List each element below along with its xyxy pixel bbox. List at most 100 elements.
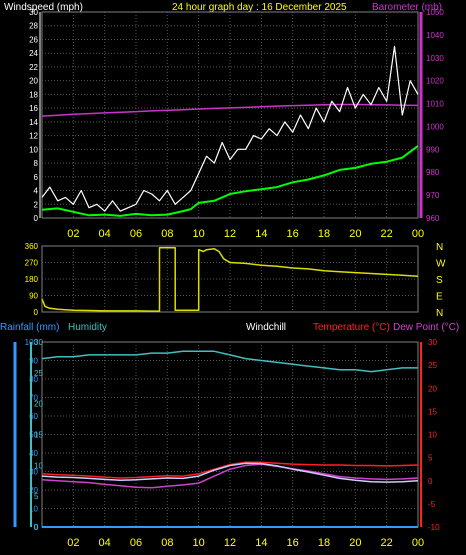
hours1-hour-06: 06: [130, 228, 142, 240]
hours3-hour-04: 04: [99, 537, 111, 549]
dir-axis-tick-2: 180: [25, 275, 39, 284]
wind-direction-line: [41, 247, 419, 312]
dir-axis-tick-0: 0: [34, 308, 39, 317]
rain-axis-tick-6: 60: [29, 412, 38, 421]
temp-axis-tick-1: -5: [428, 500, 436, 509]
rain-axis-tick-2: 20: [29, 486, 38, 495]
wind-axis-tick-3: 6: [34, 173, 39, 182]
baro-axis-tick-7: 1030: [426, 54, 444, 63]
rain-axis-tick-8: 80: [29, 375, 38, 384]
hum-axis-tick-4: 20: [34, 400, 43, 409]
hours3-hour-10: 10: [193, 537, 205, 549]
temp-axis-tick-2: 0: [428, 477, 433, 486]
hours1-hour-08: 08: [161, 228, 173, 240]
hours3-hour-18: 18: [318, 537, 330, 549]
hours3-hour-20: 20: [349, 537, 361, 549]
baro-axis-tick-0: 960: [426, 214, 440, 223]
wind-axis-tick-8: 16: [29, 104, 38, 113]
wind-axis-tick-5: 10: [29, 145, 38, 154]
hours1-hour-20: 20: [349, 228, 361, 240]
dir-axis-tick-4: 360: [25, 242, 39, 251]
wind-axis-tick-10: 20: [29, 77, 38, 86]
wind-axis-tick-6: 12: [29, 132, 38, 141]
humidity-line: [41, 350, 418, 373]
hum-axis-tick-1: 5: [34, 492, 39, 501]
compass-label-0: N: [436, 242, 443, 253]
barometer-line: [41, 103, 419, 117]
hours3-hour-00: 00: [412, 537, 424, 549]
rain-axis-tick-1: 10: [29, 505, 38, 514]
wind-axis-tick-9: 18: [29, 90, 38, 99]
x-hour-labels-bottom: 02 04 06 08 10 12 14 16 18 20 22 00: [67, 537, 424, 549]
temp-axis-tick-6: 20: [428, 384, 437, 393]
humidity-title: Humidity: [68, 322, 107, 333]
temp-axis-tick-4: 10: [428, 431, 437, 440]
hours3-hour-08: 08: [161, 537, 173, 549]
hours3-hour-14: 14: [255, 537, 267, 549]
rain-axis-tick-4: 40: [29, 449, 38, 458]
baro-axis-tick-4: 1000: [426, 122, 444, 131]
wind-axis-tick-14: 28: [29, 22, 38, 31]
windchill-title: Windchill: [246, 322, 286, 333]
baro-axis-tick-9: 1050: [426, 8, 444, 17]
wind-axis-tick-12: 24: [29, 49, 38, 58]
hum-axis-tick-6: 30: [34, 338, 43, 347]
baro-axis-tick-1: 970: [426, 191, 440, 200]
hum-axis-tick-5: 25: [34, 369, 43, 378]
rain-axis-tick-5: 50: [29, 431, 38, 440]
hours3-hour-22: 22: [381, 537, 393, 549]
hours1-hour-04: 04: [99, 228, 111, 240]
hours1-hour-02: 02: [67, 228, 79, 240]
hours1-hour-10: 10: [193, 228, 205, 240]
temp-axis-tick-8: 30: [428, 338, 437, 347]
wind-axis-tick-0: 0: [34, 214, 39, 223]
windspeed-title: Windspeed (mph): [4, 2, 83, 13]
temperature-title: Temperature (°C): [313, 322, 390, 333]
rain-axis-tick-9: 90: [29, 357, 38, 366]
compass-label-3: E: [436, 292, 443, 303]
wind-gust-line: [41, 45, 419, 212]
x-hour-labels-top: 02 04 06 08 10 12 14 16 18 20 22 00: [67, 228, 424, 240]
rainfall-title: Rainfall (mm): [0, 322, 59, 333]
compass-label-2: S: [436, 275, 443, 286]
rain-axis-tick-7: 70: [29, 394, 38, 403]
wind-axis-tick-13: 26: [29, 35, 38, 44]
hours1-hour-14: 14: [255, 228, 267, 240]
baro-axis-tick-8: 1040: [426, 31, 444, 40]
dir-axis-tick-1: 90: [29, 292, 38, 301]
series-layer: [41, 45, 419, 528]
wind-axis-tick-1: 2: [34, 200, 39, 209]
compass-label-1: W: [436, 259, 446, 270]
dewpoint-line: [41, 463, 419, 489]
hours3-hour-06: 06: [130, 537, 142, 549]
main-title: 24 hour graph day : 16 December 2025: [172, 2, 347, 13]
dir-axis-tick-3: 270: [25, 259, 39, 268]
baro-axis-tick-6: 1020: [426, 77, 444, 86]
rain-axis-tick-3: 30: [29, 468, 38, 477]
temperature-line: [41, 461, 419, 479]
hours1-hour-16: 16: [287, 228, 299, 240]
barometer-title: Barometer (mb): [372, 2, 442, 13]
axis-ticks: 0246810121416182022242628309609709809901…: [13, 8, 446, 532]
windchill-line: [41, 462, 419, 483]
hours1-hour-18: 18: [318, 228, 330, 240]
hours3-hour-02: 02: [67, 537, 79, 549]
grid-lines: [42, 12, 418, 527]
temp-axis-tick-7: 25: [428, 361, 437, 370]
temp-axis-tick-3: 5: [428, 454, 433, 463]
hum-axis-tick-3: 15: [34, 431, 43, 440]
hum-axis-tick-0: 0: [34, 523, 39, 532]
hours3-hour-12: 12: [224, 537, 236, 549]
temp-axis-tick-5: 15: [428, 407, 437, 416]
dewpoint-title: Dew Point (°C): [393, 322, 459, 333]
hours1-hour-12: 12: [224, 228, 236, 240]
compass-label-4: N: [436, 308, 443, 319]
hours1-hour-00: 00: [412, 228, 424, 240]
temp-axis-tick-0: -10: [428, 523, 440, 532]
wind-axis-tick-2: 4: [34, 187, 39, 196]
wind-axis-tick-11: 22: [29, 63, 38, 72]
hours1-hour-22: 22: [381, 228, 393, 240]
hum-axis-tick-2: 10: [34, 461, 43, 470]
baro-axis-tick-2: 980: [426, 168, 440, 177]
